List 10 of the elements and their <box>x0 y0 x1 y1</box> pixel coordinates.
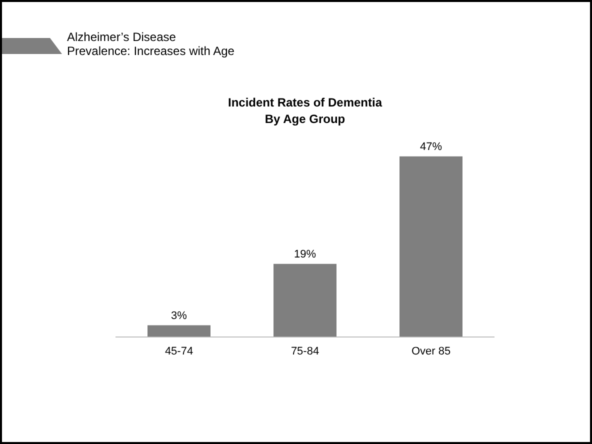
data-label: 19% <box>294 248 316 260</box>
data-label: 47% <box>420 140 442 153</box>
x-tick-label: 45-74 <box>164 345 194 358</box>
x-tick-label: Over 85 <box>411 345 451 358</box>
text: Alzheimer’s Disease <box>67 30 177 44</box>
chart-title: Incident Rates of Dementia <box>228 96 382 110</box>
data-label: 3% <box>171 310 188 322</box>
chart-subtitle: By Age Group <box>264 112 346 126</box>
x-tick-label: 75-84 <box>290 345 320 358</box>
text: Prevalence: Increases with Age <box>67 44 234 58</box>
